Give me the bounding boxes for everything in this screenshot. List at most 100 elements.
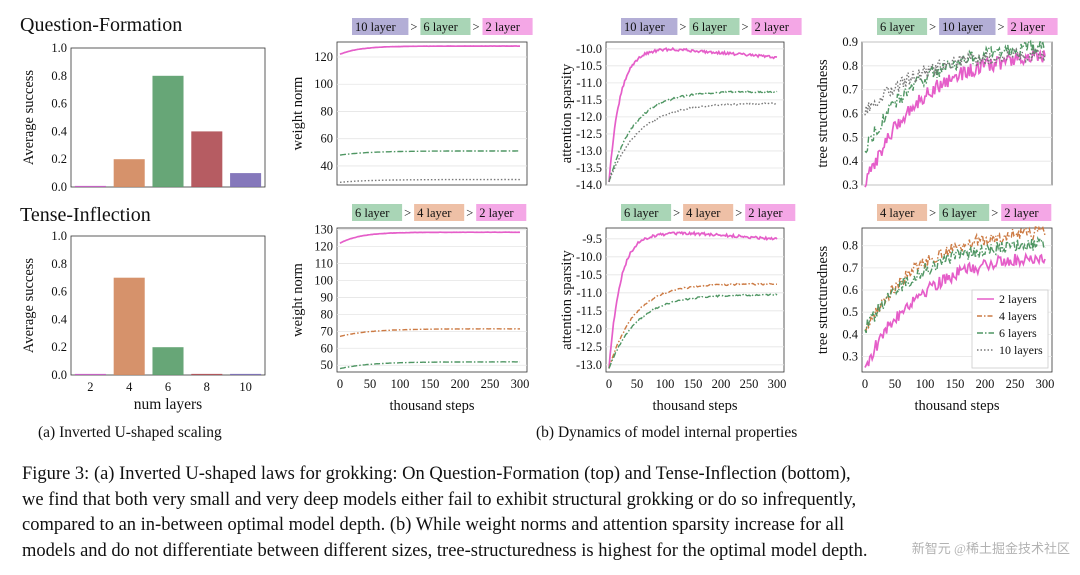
y-axis-label: Average success: [21, 70, 37, 165]
ranking-tag-bg: [1007, 18, 1058, 35]
x-tick-label: 300: [1036, 377, 1055, 391]
x-axis-label: thousand steps: [390, 398, 475, 414]
y-tick-label: 0.4: [51, 124, 67, 138]
y-tick-label: 0.2: [51, 340, 67, 354]
series-2-layers: [864, 251, 1046, 368]
x-tick-label: 250: [740, 377, 759, 391]
ranking-tag: 10 layer: [624, 20, 665, 34]
ranking-sep: >: [466, 206, 473, 220]
ranking-tag-bg: [877, 18, 928, 35]
x-axis-label: num layers: [134, 396, 202, 413]
y-tick-label: 0.4: [51, 312, 67, 326]
ranking-tag-bg: [420, 18, 471, 35]
y-tick-label: 0.6: [51, 285, 67, 299]
y-tick-label: -10.5: [576, 268, 602, 282]
x-tick-label: 0: [606, 377, 612, 391]
y-tick-label: 40: [321, 159, 334, 173]
x-tick-label: 6: [165, 380, 171, 394]
y-tick-label: -13.0: [576, 358, 602, 372]
y-axis-label: tree structuredness: [815, 245, 831, 354]
x-tick-label: 8: [204, 380, 210, 394]
y-tick-label: -12.5: [576, 340, 602, 354]
y-tick-label: -11.0: [576, 286, 602, 300]
plot-area: [605, 41, 785, 186]
ranking-tag-bg: [482, 18, 533, 35]
series-6-layers: [864, 39, 1046, 154]
y-tick-label: 0.7: [842, 83, 858, 97]
ranking-tag-bg: [352, 18, 409, 35]
ranking-tag: 2 layer: [748, 206, 783, 220]
x-tick-label: 50: [889, 377, 902, 391]
ranking-tag: 2 layer: [755, 20, 790, 34]
y-tick-label: 0.7: [842, 261, 858, 275]
x-tick-label: 50: [631, 377, 644, 391]
ranking-tag: 2 layer: [1004, 206, 1039, 220]
y-tick-label: 0.9: [842, 35, 858, 49]
y-tick-label: 60: [321, 341, 334, 355]
ranking-tag-bg: [939, 204, 990, 221]
row-title-question-formation: Question-Formation: [20, 14, 183, 36]
series-6-layers: [608, 293, 778, 369]
legend-entry: 6 layers: [999, 326, 1037, 340]
legend-entry: 4 layers: [999, 309, 1037, 323]
ranking-tag: 4 layer: [880, 206, 915, 220]
x-tick-label: 250: [481, 377, 500, 391]
y-tick-label: -11.5: [576, 93, 602, 107]
y-tick-label: 50: [321, 358, 334, 372]
watermark: 新智元 @稀土掘金技术社区: [911, 541, 1070, 556]
ranking-tag-bg: [689, 18, 740, 35]
y-tick-label: 130: [314, 223, 333, 237]
ranking-tag-bg: [621, 18, 678, 35]
series-2-layers: [608, 46, 778, 183]
ranking-tag: 10 layer: [942, 20, 983, 34]
y-tick-label: 0.8: [842, 59, 858, 73]
y-tick-label: -14.0: [576, 178, 602, 192]
legend-box: [971, 289, 1049, 369]
plot-area: [336, 227, 528, 373]
y-tick-label: -11.0: [576, 76, 602, 90]
caption-line: we find that both very small and very de…: [22, 489, 857, 510]
series-2-layers: [864, 47, 1046, 188]
y-tick-label: -10.5: [576, 59, 602, 73]
y-tick-label: 0.8: [842, 239, 858, 253]
series-2-layers: [339, 45, 520, 56]
ranking-tag: 2 layer: [486, 20, 521, 34]
series-2-layers: [608, 230, 778, 369]
series-10-layers: [608, 102, 778, 183]
y-tick-label: 110: [315, 257, 333, 271]
series-6-layers: [864, 235, 1046, 334]
y-tick-label: 70: [321, 324, 334, 338]
bar-2: [74, 373, 106, 375]
plot-area: [605, 227, 785, 373]
y-tick-label: -13.0: [576, 144, 602, 158]
subcaption-b: (b) Dynamics of model internal propertie…: [536, 424, 798, 441]
ranking-tag-bg: [683, 204, 734, 221]
y-tick-label: 60: [321, 132, 334, 146]
y-tick-label: 0.0: [51, 180, 67, 194]
y-axis-label: weight norm: [290, 262, 306, 336]
x-tick-label: 100: [916, 377, 935, 391]
series-2-layers: [339, 231, 521, 245]
y-tick-label: 0.3: [842, 349, 858, 363]
legend-entry: 2 layers: [999, 292, 1037, 306]
ranking-sep: >: [998, 20, 1005, 34]
series-4-layers: [864, 223, 1046, 332]
y-tick-label: 0.0: [51, 368, 67, 382]
ranking-tag-bg: [939, 18, 996, 35]
caption-line: models and do not differentiate between …: [22, 540, 868, 561]
bar-8: [191, 131, 223, 187]
caption-line: Figure 3: (a) Inverted U-shaped laws for…: [22, 464, 851, 484]
series-6-layers: [339, 361, 521, 370]
ranking-sep: >: [742, 20, 749, 34]
caption-line: compared to an in-between optimal model …: [22, 515, 845, 535]
x-tick-label: 250: [1006, 377, 1025, 391]
y-tick-label: 120: [314, 50, 333, 64]
series-4-layers: [339, 328, 521, 338]
y-tick-label: 0.6: [842, 107, 858, 121]
y-tick-label: 0.6: [51, 97, 67, 111]
ranking-tag-bg: [745, 204, 796, 221]
ranking-tag: 2 layer: [479, 206, 514, 220]
x-tick-label: 200: [451, 377, 470, 391]
x-tick-label: 300: [768, 377, 787, 391]
